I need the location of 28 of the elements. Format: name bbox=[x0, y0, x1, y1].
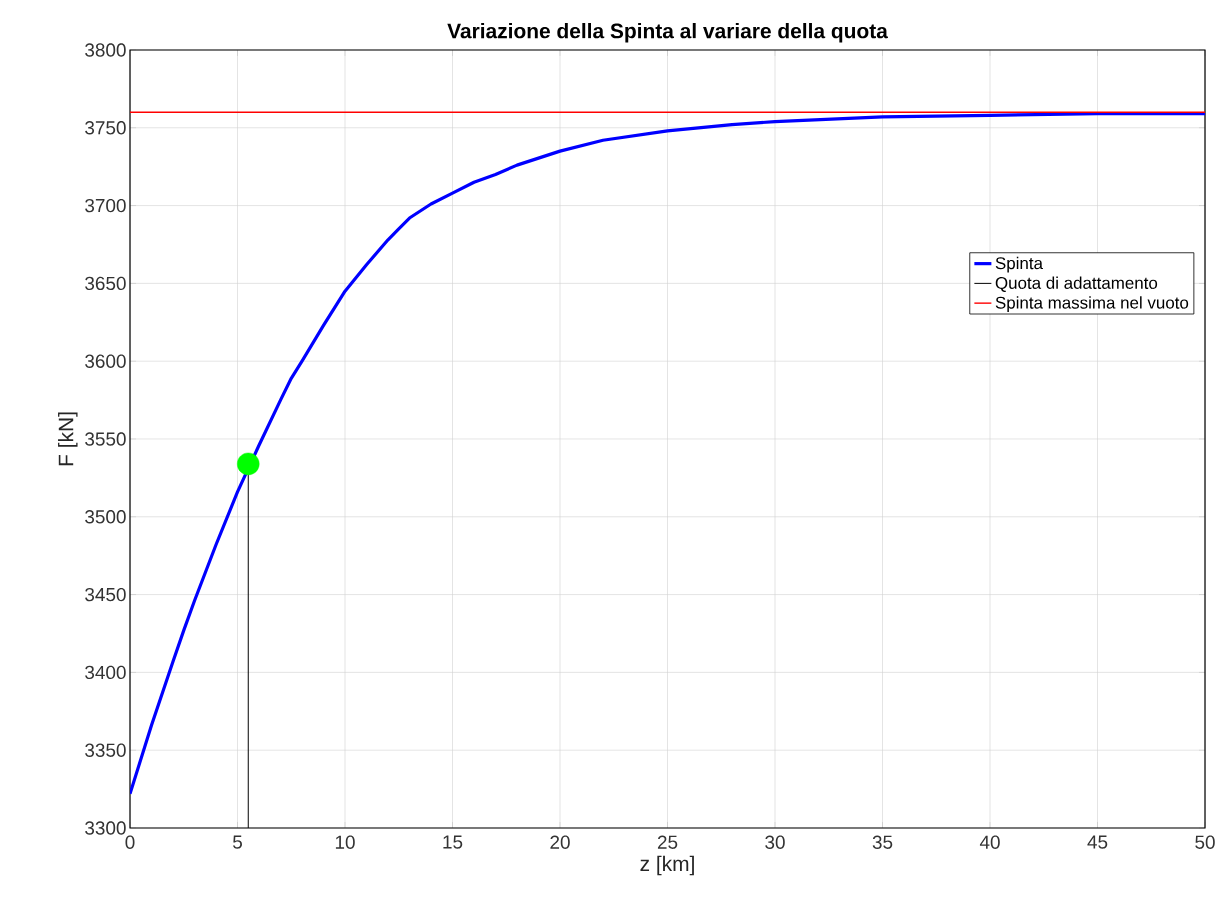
y-tick-label: 3500 bbox=[85, 510, 126, 524]
chart-title: Variazione della Spinta al variare della quota bbox=[447, 22, 888, 43]
y-tick-label: 3350 bbox=[85, 743, 126, 757]
x-tick-label: 50 bbox=[1195, 835, 1215, 849]
y-tick-label: 3600 bbox=[85, 354, 126, 368]
x-tick-label: 45 bbox=[1087, 835, 1108, 849]
legend-label: Quota di adattamento bbox=[995, 276, 1158, 292]
y-tick-label: 3800 bbox=[85, 43, 126, 57]
y-tick-label: 3550 bbox=[85, 432, 126, 446]
x-tick-label: 20 bbox=[550, 835, 570, 849]
y-tick-label: 3650 bbox=[85, 276, 126, 291]
x-tick-label: 40 bbox=[979, 835, 1000, 849]
y-tick-label: 3450 bbox=[85, 587, 126, 602]
x-tick-label: 0 bbox=[125, 835, 135, 849]
x-tick-label: 25 bbox=[657, 835, 678, 849]
legend-label: Spinta bbox=[995, 256, 1043, 273]
x-axis-title: z [km] bbox=[640, 855, 694, 876]
y-tick-label: 3300 bbox=[85, 821, 126, 835]
y-tick-label: 3400 bbox=[85, 665, 126, 680]
legend-label: Spinta massima nel vuoto bbox=[995, 296, 1189, 313]
y-tick-label: 3700 bbox=[85, 198, 126, 213]
x-tick-label: 15 bbox=[443, 835, 463, 849]
x-tick-label: 10 bbox=[335, 835, 355, 849]
x-tick-label: 30 bbox=[765, 835, 785, 849]
x-tick-label: 5 bbox=[233, 835, 242, 849]
y-axis-title: F [kN] bbox=[58, 412, 78, 466]
y-tick-label: 3750 bbox=[85, 121, 126, 135]
x-tick-label: 35 bbox=[872, 835, 893, 849]
